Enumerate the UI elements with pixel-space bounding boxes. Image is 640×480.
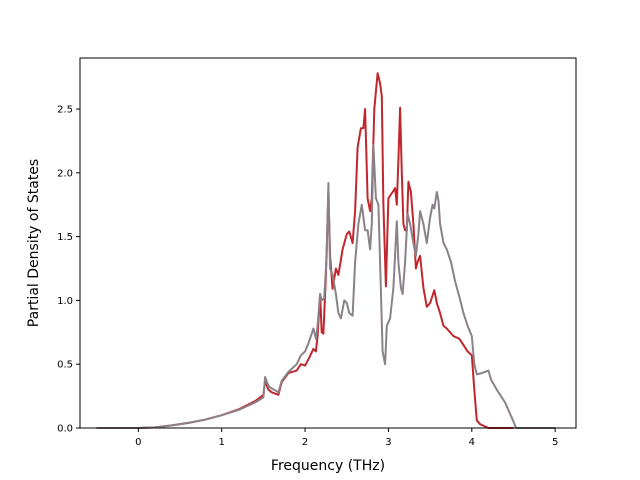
x-axis-label: Frequency (THz) (271, 458, 385, 474)
x-axis: 0 1 2 3 4 5 (135, 428, 558, 448)
series-2-line (96, 143, 556, 429)
x-tick-label: 0 (135, 437, 141, 448)
x-tick-label: 3 (385, 437, 391, 448)
series-layer (96, 72, 556, 429)
x-tick-label: 2 (302, 437, 308, 448)
y-axis-label: Partial Density of States (26, 159, 42, 327)
y-tick-label: 1.5 (57, 232, 73, 243)
y-tick-label: 2.0 (57, 168, 73, 179)
plot-frame (79, 57, 577, 429)
y-tick-label: 1.0 (57, 296, 73, 307)
y-tick-label: 0.0 (57, 424, 73, 435)
x-tick-label: 4 (469, 437, 475, 448)
y-tick-label: 2.5 (57, 105, 73, 116)
y-tick-label: 0.5 (57, 360, 73, 371)
x-tick-label: 5 (552, 437, 558, 448)
y-axis: 0.0 0.5 1.0 1.5 2.0 2.5 (57, 105, 80, 435)
x-tick-label: 1 (219, 437, 225, 448)
